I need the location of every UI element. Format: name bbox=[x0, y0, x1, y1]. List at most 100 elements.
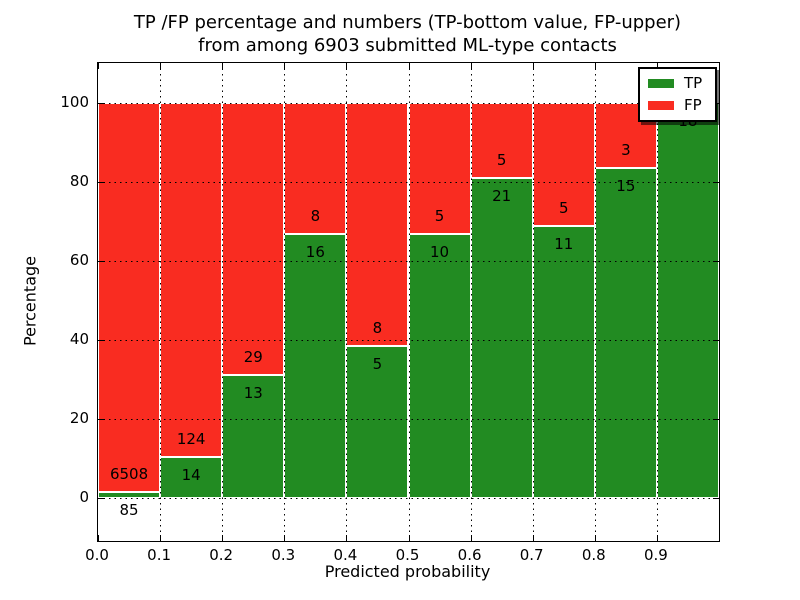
fp-swatch-icon bbox=[648, 101, 674, 110]
tp-bar-segment bbox=[532, 225, 595, 498]
tp-count-label: 11 bbox=[554, 234, 574, 253]
fp-count-label: 29 bbox=[243, 348, 263, 367]
y-tick-right bbox=[713, 497, 719, 499]
y-tick-left bbox=[98, 339, 104, 341]
x-tick-label: 0.6 bbox=[457, 546, 482, 564]
x-tick-label: 0.7 bbox=[519, 546, 544, 564]
fp-count-label: 6508 bbox=[109, 465, 149, 484]
y-tick-right bbox=[713, 339, 719, 341]
x-tick-label: 0.9 bbox=[643, 546, 668, 564]
x-tick-label: 0.0 bbox=[85, 546, 109, 564]
y-tick-label: 80 bbox=[69, 171, 89, 190]
fp-count-label: 8 bbox=[372, 318, 383, 337]
x-tick-label: 0.2 bbox=[209, 546, 234, 564]
tp-count-label: 14 bbox=[181, 466, 201, 485]
y-tick-right bbox=[713, 181, 719, 183]
fp-bar-segment bbox=[160, 102, 223, 458]
legend-item-fp: FP bbox=[648, 96, 706, 115]
y-tick-left bbox=[98, 102, 104, 104]
x-tick-label: 0.1 bbox=[147, 546, 172, 564]
x-tick-top bbox=[656, 63, 658, 69]
y-tick-label: 0 bbox=[79, 487, 89, 506]
x-tick-bottom bbox=[284, 535, 286, 541]
tp-bar-segment bbox=[408, 234, 471, 498]
fp-bar-segment bbox=[532, 102, 595, 226]
x-tick-bottom bbox=[656, 535, 658, 541]
y-tick-left bbox=[98, 497, 104, 499]
x-tick-bottom bbox=[160, 535, 162, 541]
tp-bar-segment bbox=[594, 168, 657, 498]
x-tick-top bbox=[470, 63, 472, 69]
tp-bar-segment bbox=[160, 457, 223, 498]
x-tick-top bbox=[408, 63, 410, 69]
tp-swatch-icon bbox=[648, 79, 674, 88]
fp-count-label: 124 bbox=[176, 430, 206, 449]
x-tick-top bbox=[594, 63, 596, 69]
x-tick-top bbox=[719, 63, 720, 69]
legend-label-tp: TP bbox=[684, 74, 703, 92]
x-tick-top bbox=[98, 63, 99, 69]
x-tick-bottom bbox=[594, 535, 596, 541]
x-tick-label: 0.8 bbox=[581, 546, 606, 564]
tp-count-label: 13 bbox=[243, 384, 263, 403]
y-tick-left bbox=[98, 260, 104, 262]
gridline-vertical bbox=[160, 63, 162, 541]
gridline-vertical bbox=[408, 63, 410, 541]
y-tick-left bbox=[98, 418, 104, 420]
gridline-vertical bbox=[470, 63, 472, 541]
tp-count-label: 10 bbox=[430, 243, 450, 262]
x-tick-bottom bbox=[222, 535, 224, 541]
x-tick-bottom bbox=[719, 535, 720, 541]
y-tick-right bbox=[713, 260, 719, 262]
fp-count-label: 5 bbox=[558, 198, 569, 217]
legend-item-tp: TP bbox=[648, 74, 706, 93]
x-tick-label: 0.4 bbox=[333, 546, 358, 564]
chart-title-line1: TP /FP percentage and numbers (TP-bottom… bbox=[133, 12, 682, 33]
fp-bar-segment bbox=[346, 102, 409, 346]
x-tick-bottom bbox=[470, 535, 472, 541]
y-tick-right bbox=[713, 418, 719, 420]
legend: TP FP bbox=[638, 67, 717, 122]
tp-bar-segment bbox=[346, 345, 409, 498]
y-tick-left bbox=[98, 181, 104, 183]
x-tick-top bbox=[222, 63, 224, 69]
tp-count-label: 15 bbox=[616, 177, 636, 196]
gridline-vertical bbox=[656, 63, 658, 541]
gridline-vertical bbox=[532, 63, 534, 541]
fp-count-label: 3 bbox=[621, 141, 631, 160]
gridline-vertical bbox=[346, 63, 348, 541]
fp-count-label: 8 bbox=[310, 207, 321, 226]
x-tick-top bbox=[532, 63, 534, 69]
chart-title-line2: from among 6903 submitted ML-type contac… bbox=[198, 35, 617, 56]
chart-title: TP /FP percentage and numbers (TP-bottom… bbox=[97, 11, 718, 57]
tp-count-label: 21 bbox=[492, 187, 512, 206]
plot-area: TP FP 6508851241429138168551052151131518 bbox=[97, 62, 720, 542]
x-tick-bottom bbox=[346, 535, 348, 541]
tp-bar-segment bbox=[284, 234, 347, 498]
x-tick-top bbox=[346, 63, 348, 69]
fp-bar-segment bbox=[470, 102, 533, 179]
tp-bar-segment bbox=[98, 492, 161, 498]
y-tick-label: 40 bbox=[69, 329, 89, 348]
x-tick-bottom bbox=[408, 535, 410, 541]
y-tick-label: 20 bbox=[69, 408, 89, 427]
tp-count-label: 85 bbox=[119, 501, 139, 520]
x-tick-bottom bbox=[532, 535, 534, 541]
x-axis-label: Predicted probability bbox=[324, 562, 491, 581]
x-tick-label: 0.5 bbox=[395, 546, 420, 564]
y-tick-label: 100 bbox=[60, 92, 89, 111]
tp-count-label: 5 bbox=[372, 354, 383, 373]
x-tick-top bbox=[160, 63, 162, 69]
tp-bar-segment bbox=[470, 178, 533, 498]
tp-bar-segment bbox=[656, 102, 719, 498]
x-tick-bottom bbox=[98, 535, 99, 541]
fp-bar-segment bbox=[98, 102, 161, 493]
x-tick-label: 0.3 bbox=[271, 546, 296, 564]
fp-count-label: 5 bbox=[496, 151, 507, 170]
fp-bar-segment bbox=[222, 102, 285, 376]
tp-count-label: 16 bbox=[305, 243, 325, 262]
y-tick-label: 60 bbox=[69, 250, 89, 269]
gridline-vertical bbox=[222, 63, 224, 541]
x-tick-top bbox=[284, 63, 286, 69]
